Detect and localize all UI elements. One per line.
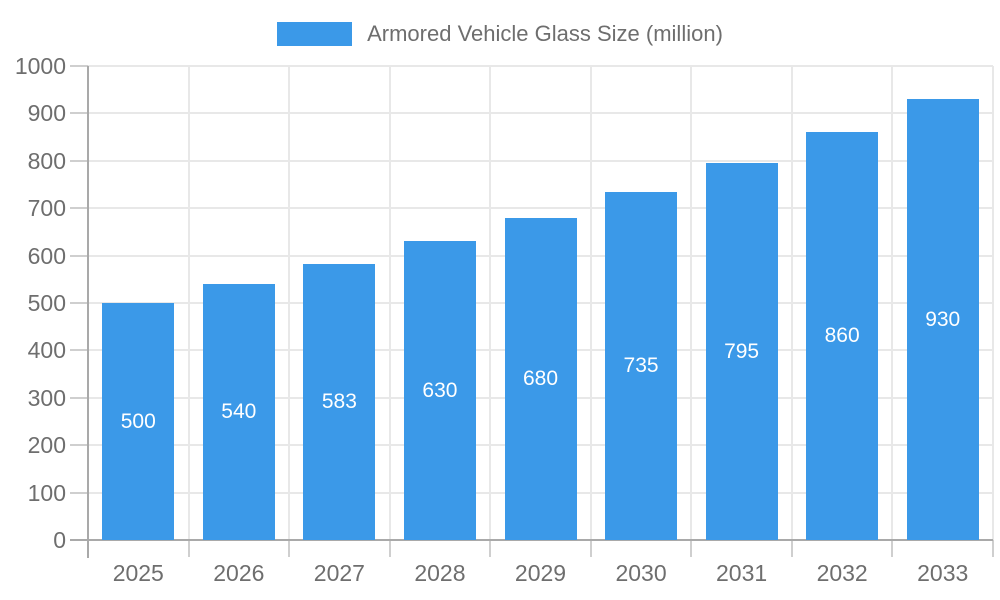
legend-item[interactable]: Armored Vehicle Glass Size (million) — [277, 21, 723, 47]
y-tick-label: 100 — [27, 479, 66, 506]
bar[interactable] — [906, 99, 979, 540]
y-tick-label: 900 — [27, 100, 66, 127]
y-tick-mark — [70, 112, 88, 115]
bar-value-label: 540 — [221, 400, 257, 424]
y-tick-mark — [70, 207, 88, 210]
x-tick-label: 2031 — [716, 560, 768, 586]
x-tick-label: 2032 — [816, 560, 868, 586]
y-tick-label: 1000 — [14, 53, 66, 79]
y-tick-label: 300 — [27, 384, 66, 411]
y-tick-label: 600 — [27, 242, 66, 269]
y-tick-label: 800 — [27, 147, 66, 174]
v-gridline — [992, 66, 994, 540]
v-gridline — [489, 66, 492, 540]
bar[interactable] — [102, 303, 175, 540]
bar-value-label: 583 — [321, 389, 357, 413]
y-tick-label: 200 — [27, 432, 66, 459]
bar-value-label: 795 — [724, 339, 760, 363]
y-tick-label: 700 — [27, 195, 66, 222]
y-tick-mark — [70, 444, 88, 447]
v-gridline — [690, 66, 693, 540]
x-tick-mark — [589, 540, 592, 557]
h-gridline — [88, 159, 993, 162]
bar-value-label: 630 — [422, 378, 458, 402]
h-gridline — [88, 207, 993, 210]
x-tick-label: 2026 — [213, 560, 265, 586]
y-tick-mark — [70, 302, 88, 304]
y-tick-mark — [70, 65, 88, 67]
bar[interactable] — [303, 263, 376, 540]
legend-swatch-icon — [277, 22, 353, 46]
y-tick-mark — [70, 254, 88, 257]
y-tick-mark — [70, 159, 88, 162]
v-gridline — [891, 66, 894, 540]
bar[interactable] — [806, 132, 879, 540]
bar[interactable] — [605, 191, 678, 540]
bar-value-label: 680 — [522, 366, 559, 390]
h-gridline — [88, 65, 993, 67]
bar[interactable] — [403, 241, 476, 540]
bar-value-label: 860 — [824, 324, 860, 348]
y-tick-label: 400 — [27, 337, 66, 364]
x-tick-mark — [891, 540, 894, 557]
v-gridline — [589, 66, 592, 540]
v-gridline — [388, 66, 391, 540]
bar[interactable] — [202, 284, 275, 540]
x-tick-label: 2030 — [615, 560, 667, 586]
bar-value-label: 500 — [120, 409, 156, 433]
y-axis-line — [87, 66, 89, 558]
y-tick-mark — [70, 396, 88, 399]
y-tick-mark — [70, 491, 88, 494]
x-tick-label: 2029 — [514, 560, 567, 586]
bar-value-label: 930 — [925, 307, 961, 331]
x-tick-mark — [288, 540, 291, 557]
legend-label: Armored Vehicle Glass Size (million) — [367, 21, 723, 46]
x-axis-line — [70, 539, 993, 541]
x-tick-label: 2033 — [917, 560, 969, 586]
y-tick-label: 500 — [27, 290, 66, 316]
h-gridline — [88, 112, 993, 115]
x-tick-mark — [690, 540, 693, 557]
v-gridline — [288, 66, 291, 540]
x-tick-mark — [187, 540, 190, 557]
x-tick-mark — [489, 540, 492, 557]
v-gridline — [187, 66, 190, 540]
y-tick-mark — [70, 349, 88, 352]
x-tick-label: 2025 — [112, 560, 164, 586]
v-gridline — [790, 66, 793, 540]
x-tick-label: 2027 — [313, 560, 365, 586]
bar[interactable] — [705, 163, 778, 540]
x-tick-mark — [790, 540, 793, 557]
bar-value-label: 735 — [623, 353, 659, 377]
x-tick-mark — [388, 540, 391, 557]
bar[interactable] — [504, 217, 577, 540]
x-tick-mark — [992, 540, 994, 557]
legend: Armored Vehicle Glass Size (million) — [0, 21, 1000, 47]
y-tick-label: 0 — [53, 527, 66, 553]
x-tick-label: 2028 — [414, 560, 466, 586]
